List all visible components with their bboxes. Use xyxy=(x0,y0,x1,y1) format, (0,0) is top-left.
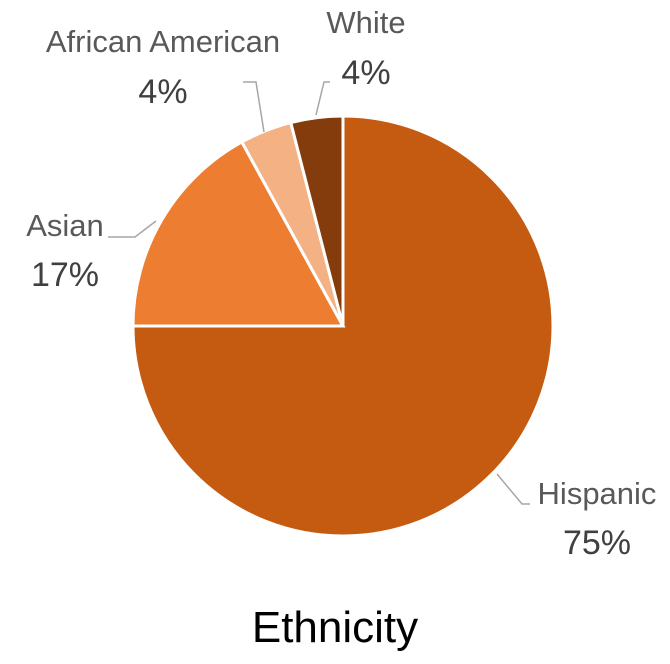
category-label-white: White xyxy=(326,5,405,40)
category-label-hispanic: Hispanic xyxy=(538,476,657,511)
value-label-asian: 17% xyxy=(31,256,99,294)
value-label-white: 4% xyxy=(341,54,390,92)
category-label-asian: Asian xyxy=(26,208,104,243)
leader-line-african-american xyxy=(243,81,265,133)
chart-title: Ethnicity xyxy=(251,603,419,652)
leader-line-white xyxy=(315,81,330,116)
value-label-hispanic: 75% xyxy=(563,524,631,562)
pie-slice-white xyxy=(288,114,345,327)
pie-slice-asian xyxy=(131,139,346,328)
leader-line-asian xyxy=(108,220,157,238)
value-label-african-american: 4% xyxy=(138,73,187,111)
leader-line-hispanic xyxy=(496,473,530,505)
pie-slice-hispanic xyxy=(131,114,555,538)
category-label-african-american: African American xyxy=(46,24,280,59)
